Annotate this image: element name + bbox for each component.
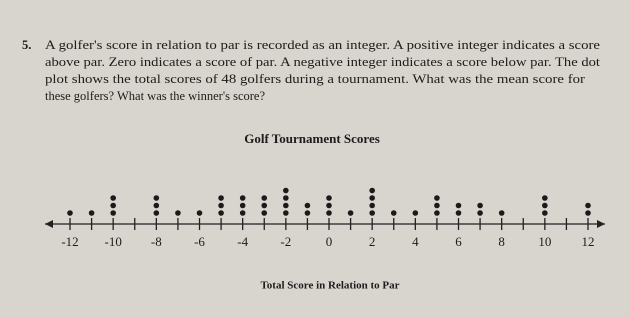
question-line: these golfers? What was the winner's sco…	[45, 89, 265, 103]
dot	[218, 210, 224, 216]
dot	[67, 210, 73, 216]
dot	[369, 187, 375, 194]
dot	[218, 195, 224, 201]
question-number: 5.	[22, 38, 31, 52]
question-line: above par. Zero indicates a score of par…	[45, 55, 601, 69]
x-tick-label: 2	[369, 234, 376, 249]
dot	[434, 202, 440, 209]
dot	[498, 210, 505, 216]
dot	[218, 202, 224, 209]
dot	[153, 195, 160, 201]
x-tick-label: 0	[326, 234, 333, 249]
dot	[261, 195, 268, 201]
dot	[196, 210, 203, 216]
dot	[542, 202, 548, 209]
dot	[153, 202, 160, 209]
dot	[283, 187, 289, 194]
dot	[455, 210, 462, 216]
x-tick-label: -4	[237, 234, 248, 249]
dot	[412, 210, 419, 216]
dot	[585, 210, 591, 216]
x-tick-label: 4	[412, 234, 419, 249]
dot	[88, 210, 95, 216]
x-tick-label: -10	[104, 234, 121, 249]
x-tick-label: -8	[151, 234, 162, 249]
dot	[153, 210, 160, 216]
dot	[434, 210, 440, 216]
chart-title: Golf Tournament Scores	[244, 131, 380, 146]
dot	[110, 210, 116, 216]
x-tick-label: 10	[538, 234, 551, 249]
dot	[347, 210, 354, 216]
dot	[239, 195, 246, 201]
x-tick-label: -6	[194, 234, 205, 249]
dot	[542, 195, 548, 201]
dot	[283, 202, 289, 209]
dot	[390, 210, 397, 216]
dot	[326, 202, 332, 209]
x-tick-label: 12	[582, 234, 595, 249]
dot	[175, 210, 181, 216]
dot	[369, 210, 375, 216]
dot	[369, 195, 375, 201]
dot	[110, 195, 116, 201]
dot	[369, 202, 375, 209]
dot	[239, 202, 246, 209]
x-tick-label: -2	[280, 234, 291, 249]
dot	[326, 195, 332, 201]
x-tick-label: -12	[61, 234, 78, 249]
dot	[434, 195, 440, 201]
dot	[477, 210, 483, 216]
x-tick-label: 6	[455, 234, 462, 249]
question-line: plot shows the total scores of 48 golfer…	[45, 72, 586, 86]
dot	[304, 202, 311, 209]
dot	[542, 210, 548, 216]
dot	[585, 202, 591, 209]
question-line: A golfer's score in relation to par is r…	[45, 38, 601, 52]
dot	[283, 210, 289, 216]
dot	[283, 195, 289, 201]
x-tick-label: 8	[498, 234, 505, 249]
dot	[110, 202, 116, 209]
dot	[261, 202, 268, 209]
x-axis-label: Total Score in Relation to Par	[260, 280, 399, 292]
dot	[239, 210, 246, 216]
dot	[477, 202, 483, 209]
dot	[455, 202, 462, 209]
dot	[261, 210, 268, 216]
dot	[304, 210, 311, 216]
dot	[326, 210, 332, 216]
